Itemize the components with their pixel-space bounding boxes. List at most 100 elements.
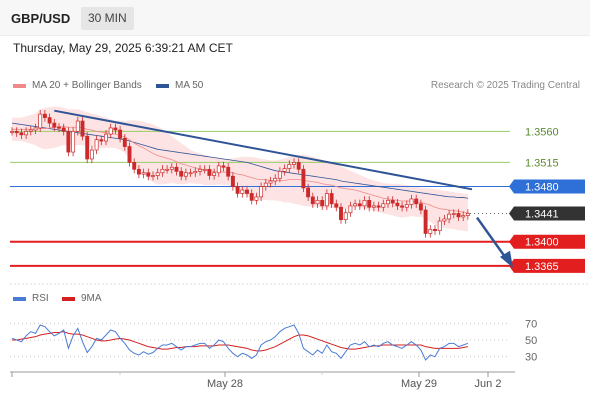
level-label-1.3441: 1.3441 xyxy=(525,208,559,220)
candle-body xyxy=(118,129,123,139)
candle-body xyxy=(442,218,447,222)
forecast-arrow-shaft xyxy=(475,216,509,261)
candle-body xyxy=(386,199,390,205)
candle-body xyxy=(226,166,231,177)
candle-body xyxy=(94,139,99,151)
candle-body xyxy=(207,168,212,176)
candle-body xyxy=(47,117,52,124)
candle-body xyxy=(357,203,362,207)
candle-body xyxy=(362,199,367,207)
candle-body xyxy=(418,203,423,211)
candle-body xyxy=(155,172,160,176)
candle-body xyxy=(320,199,325,207)
x-label-2: Jun 2 xyxy=(475,378,502,390)
candle-body xyxy=(437,220,442,232)
candle-body xyxy=(381,203,386,208)
candle-body xyxy=(169,166,174,170)
ma20-swatch xyxy=(13,83,26,88)
candle-body xyxy=(315,199,320,205)
candle-body xyxy=(292,162,296,165)
level-label-1.3560: 1.3560 xyxy=(525,126,559,138)
candle-body xyxy=(61,127,66,132)
rsi-tick-50: 50 xyxy=(525,335,537,347)
candle-body xyxy=(183,172,188,177)
candle-body xyxy=(423,209,428,234)
x-label-0: May 28 xyxy=(207,378,243,390)
rsi-tick-70: 70 xyxy=(525,318,537,330)
level-label-1.3515: 1.3515 xyxy=(525,157,559,169)
candle-body xyxy=(160,168,165,174)
candle-body xyxy=(80,120,85,137)
candle-body xyxy=(57,126,61,129)
candle-body xyxy=(339,206,343,221)
candle-body xyxy=(52,122,57,128)
candle-body xyxy=(376,205,381,208)
candle-body xyxy=(108,127,113,135)
pair-label: GBP/USD xyxy=(11,11,71,26)
candle-body xyxy=(301,168,306,189)
candle-body xyxy=(19,132,24,136)
candle-body xyxy=(395,202,400,207)
candle-body xyxy=(230,175,235,187)
candle-body xyxy=(343,212,348,221)
ma20-line xyxy=(12,126,468,214)
candle-body xyxy=(33,127,38,131)
legend-9ma-label: 9MA xyxy=(81,293,102,304)
candle-body xyxy=(409,198,414,205)
candle-body xyxy=(28,129,33,132)
candle-body xyxy=(433,228,437,232)
candle-body xyxy=(296,162,301,170)
candle-body xyxy=(465,213,470,216)
candle-body xyxy=(75,120,80,132)
legend-ma50: MA 50 xyxy=(156,80,203,91)
candle-body xyxy=(414,198,419,205)
level-tag-1.3365 xyxy=(509,258,585,273)
candle-body xyxy=(249,193,254,201)
candle-body xyxy=(198,168,202,172)
candle-body xyxy=(179,171,184,177)
candle-body xyxy=(245,189,249,194)
candle-body xyxy=(71,131,76,153)
candle-body xyxy=(24,131,29,136)
candle-body xyxy=(348,205,353,214)
level-tag-1.3441 xyxy=(509,206,585,221)
candle-body xyxy=(428,228,433,234)
candle-body xyxy=(127,146,132,163)
ma50-line xyxy=(11,122,468,199)
level-tag-1.3480 xyxy=(509,179,585,194)
timeframe-button[interactable]: 30 MIN xyxy=(81,7,134,30)
candle-body xyxy=(141,172,146,175)
candle-body xyxy=(240,189,245,194)
candle-body xyxy=(310,196,315,205)
candle-body xyxy=(390,199,395,204)
candle-body xyxy=(104,133,108,142)
candle-body xyxy=(400,205,405,208)
trendline xyxy=(54,109,473,191)
candle-body xyxy=(188,172,193,175)
candle-body xyxy=(353,203,358,207)
candle-body xyxy=(151,175,155,177)
rsi-line xyxy=(11,324,469,361)
legend-ma20-label: MA 20 + Bollinger Bands xyxy=(32,80,142,91)
candle-body xyxy=(273,177,278,182)
ma9-swatch xyxy=(62,296,75,301)
candle-body xyxy=(174,166,179,172)
candle-body xyxy=(277,171,282,179)
candle-body xyxy=(146,172,151,177)
candle-body xyxy=(287,164,292,169)
rsi-swatch xyxy=(13,296,26,301)
candle-body xyxy=(306,187,311,198)
level-label-1.3480: 1.3480 xyxy=(525,182,559,194)
candle-body xyxy=(447,213,452,220)
forecast-arrow-head xyxy=(500,250,513,268)
legend-9ma: 9MA xyxy=(62,293,102,304)
candle-body xyxy=(404,204,409,208)
legend-rsi-label: RSI xyxy=(32,293,49,304)
level-label-1.3400: 1.3400 xyxy=(525,237,559,249)
level-tag-1.3400 xyxy=(509,234,585,249)
candle-body xyxy=(456,213,461,218)
candle-body xyxy=(259,186,264,198)
candle-body xyxy=(113,127,118,131)
candle-body xyxy=(367,199,372,208)
candle-body xyxy=(42,113,47,118)
